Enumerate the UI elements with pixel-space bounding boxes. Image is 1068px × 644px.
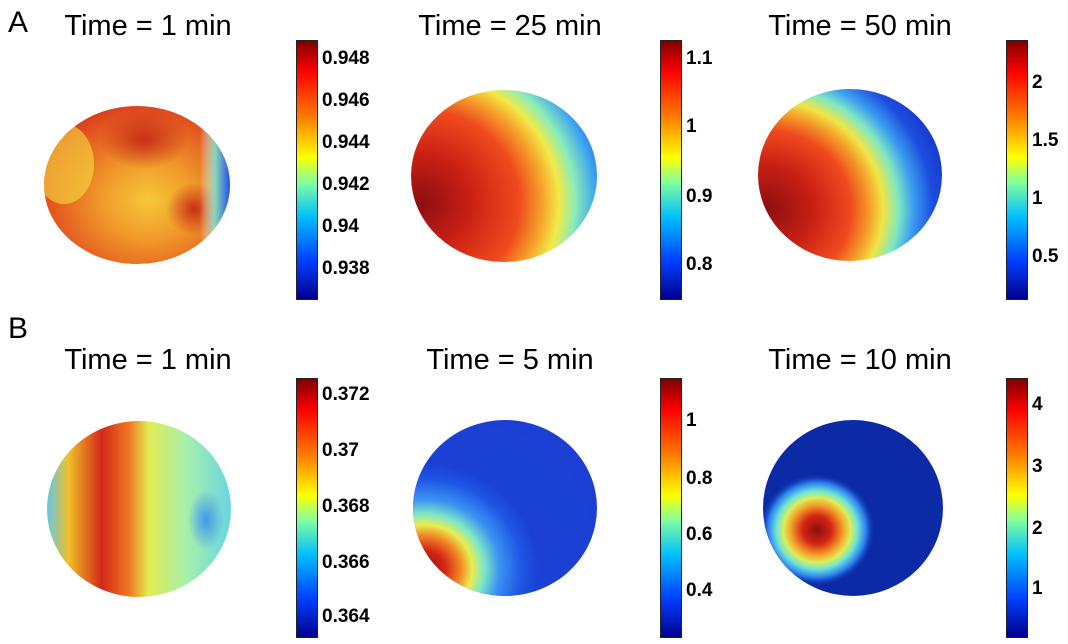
tick-a1-0: 0.948: [322, 48, 370, 69]
colorbar-a1: [296, 40, 318, 300]
panel-title-b1: Time = 1 min: [64, 344, 232, 376]
tick-b1-3: 0.366: [322, 552, 370, 573]
tick-b3-2: 2: [1032, 518, 1043, 539]
tick-b1-1: 0.37: [322, 440, 359, 461]
panel-title-a3: Time = 50 min: [768, 10, 952, 42]
colorbar-a3: [1006, 40, 1028, 300]
tick-b1-4: 0.364: [322, 606, 370, 627]
panel-title-a1: Time = 1 min: [64, 10, 232, 42]
tick-b2-0: 1: [686, 410, 697, 431]
tick-a3-3: 0.5: [1032, 246, 1059, 267]
tick-a3-1: 1.5: [1032, 130, 1059, 151]
tick-a2-0: 1.1: [686, 48, 713, 69]
sphere-b2: [413, 420, 597, 596]
tick-a3-0: 2: [1032, 72, 1043, 93]
row-label-b: B: [8, 312, 29, 345]
tick-a1-5: 0.938: [322, 258, 370, 279]
tick-a2-1: 1: [686, 116, 697, 137]
tick-a2-2: 0.9: [686, 186, 713, 207]
colorbar-a2: [660, 40, 682, 300]
tick-a1-1: 0.946: [322, 90, 370, 111]
tick-b3-0: 4: [1032, 394, 1043, 415]
tick-b2-2: 0.6: [686, 524, 713, 545]
tick-b2-1: 0.8: [686, 468, 713, 489]
tick-a1-4: 0.94: [322, 216, 359, 237]
colorbar-b3: [1006, 378, 1028, 638]
tick-a3-2: 1: [1032, 188, 1043, 209]
tick-a1-2: 0.944: [322, 132, 370, 153]
tick-b3-3: 1: [1032, 578, 1043, 599]
tick-b1-0: 0.372: [322, 384, 370, 405]
panel-title-a2: Time = 25 min: [418, 10, 602, 42]
colorbar-b1: [296, 378, 318, 638]
tick-b1-2: 0.368: [322, 496, 370, 517]
sphere-a1: [44, 106, 230, 264]
sphere-a2: [411, 90, 597, 262]
tick-b3-1: 3: [1032, 456, 1043, 477]
sphere-a3: [758, 89, 942, 261]
tick-a2-3: 0.8: [686, 254, 713, 275]
sphere-b3: [763, 420, 943, 596]
panel-title-b3: Time = 10 min: [768, 344, 952, 376]
sphere-b1: [47, 421, 231, 597]
row-label-a: A: [8, 6, 29, 39]
tick-a1-3: 0.942: [322, 174, 370, 195]
colorbar-b2: [660, 378, 682, 638]
tick-b2-3: 0.4: [686, 580, 713, 601]
panel-title-b2: Time = 5 min: [426, 344, 594, 376]
